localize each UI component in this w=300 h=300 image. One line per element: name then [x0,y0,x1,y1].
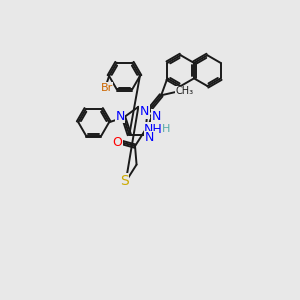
Text: CH₃: CH₃ [175,86,194,96]
Text: Br: Br [101,82,113,93]
Text: NH: NH [144,123,163,136]
Text: H: H [162,124,170,134]
Text: N: N [152,110,161,123]
Text: N: N [140,105,149,118]
Text: O: O [112,136,122,149]
Text: S: S [120,174,129,188]
Text: N: N [145,131,154,144]
Text: N: N [116,110,125,123]
